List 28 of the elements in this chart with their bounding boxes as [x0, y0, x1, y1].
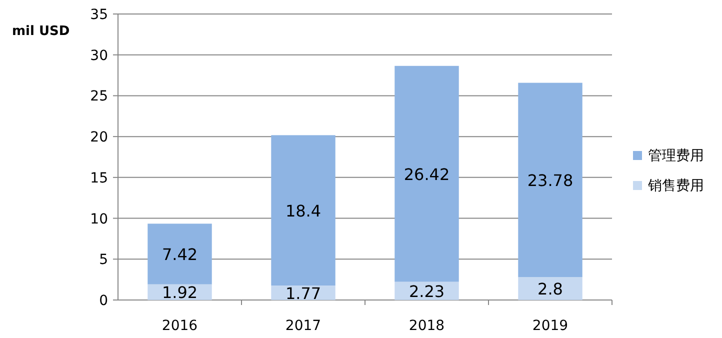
data-label: 1.92 [162, 283, 198, 302]
data-label: 1.77 [285, 284, 322, 303]
bar [394, 66, 459, 282]
bar [518, 82, 582, 278]
y-tick-label: 5 [99, 252, 108, 268]
y-tick-label: 20 [90, 130, 108, 146]
data-label: 18.4 [285, 201, 322, 220]
x-tick-label: 2018 [408, 318, 445, 334]
x-tick-label: 2016 [162, 318, 198, 334]
data-label: 26.42 [404, 164, 450, 184]
y-tick-label: 25 [90, 88, 108, 105]
y-tick-label: 30 [90, 48, 108, 64]
legend-label: 销售费用 [647, 178, 704, 194]
data-label: 23.78 [527, 170, 574, 190]
y-tick-label: 0 [99, 293, 108, 309]
bar [271, 135, 336, 286]
y-axis-title: mil USD [12, 24, 70, 39]
data-label: 2.23 [408, 282, 445, 301]
legend-label: 管理费用 [648, 148, 704, 164]
bar [518, 277, 582, 300]
y-tick-label: 10 [90, 211, 108, 228]
data-label: 2.8 [538, 280, 563, 299]
x-tick-label: 2019 [532, 318, 568, 334]
data-label: 7.42 [162, 244, 198, 264]
y-tick-label: 15 [90, 170, 108, 186]
x-tick-label: 2017 [285, 318, 322, 334]
bar [148, 224, 212, 284]
y-tick-label: 35 [90, 7, 108, 23]
